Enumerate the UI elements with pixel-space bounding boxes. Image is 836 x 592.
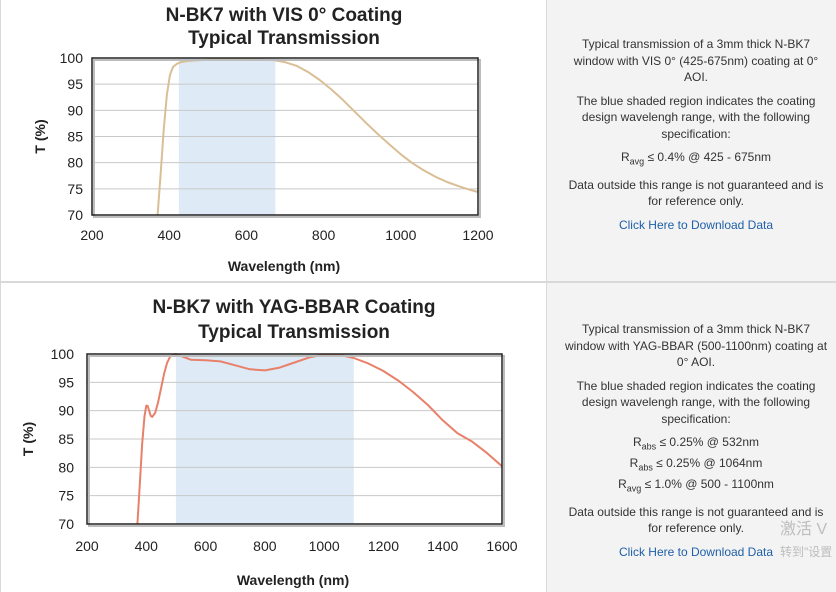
y-tick-label: 80 xyxy=(58,459,74,475)
x-tick-label: 400 xyxy=(158,227,182,243)
x-tick-label: 800 xyxy=(253,538,277,554)
chart-subtitle: Typical Transmission xyxy=(188,28,380,49)
x-tick-label: 400 xyxy=(135,538,159,554)
info-description: Typical transmission of a 3mm thick N-BK… xyxy=(573,37,819,84)
plot-frame xyxy=(86,353,503,525)
x-axis-label: Wavelength (nm) xyxy=(237,572,349,588)
chart-cell-yag: N-BK7 with YAG-BBAR Coating Typical Trans… xyxy=(1,283,546,592)
info-disclaimer: Data outside this range is not guarantee… xyxy=(568,504,824,536)
spec-item: Ravg ≤ 0.4% @ 425 - 675nm xyxy=(620,150,772,167)
x-tick-label: 1400 xyxy=(427,538,458,554)
spec-list: Rabs ≤ 0.25% @ 532nm Rabs ≤ 0.25% @ 1064… xyxy=(561,434,831,497)
info-disclaimer: Data outside this range is not guarantee… xyxy=(568,177,824,209)
watermark-text: 激活 V xyxy=(780,521,828,538)
download-data-link[interactable]: Click Here to Download Data xyxy=(618,544,774,559)
y-tick-label: 100 xyxy=(60,50,84,66)
transmission-series-line xyxy=(136,353,503,525)
transmission-series-line xyxy=(156,58,479,216)
x-tick-label: 1600 xyxy=(486,538,517,554)
chart-yag-bbar-coating: N-BK7 with YAG-BBAR Coating Typical Trans… xyxy=(20,297,518,588)
y-tick-label: 90 xyxy=(67,102,83,118)
y-tick-label: 70 xyxy=(58,516,74,532)
download-data-link[interactable]: Click Here to Download Data xyxy=(618,217,774,232)
info-shaded-note: The blue shaded region indicates the coa… xyxy=(576,378,816,426)
y-tick-label: 75 xyxy=(67,181,83,197)
y-tick-label: 90 xyxy=(58,403,74,419)
chart-subtitle: Typical Transmission xyxy=(198,322,390,343)
x-tick-label: 800 xyxy=(312,227,336,243)
chart-row-yag: N-BK7 with YAG-BBAR Coating Typical Trans… xyxy=(0,282,836,592)
spec-item: Ravg ≤ 1.0% @ 500 - 1100nm xyxy=(618,476,774,494)
y-tick-label: 75 xyxy=(58,488,74,504)
spec-item: Rabs ≤ 0.25% @ 532nm xyxy=(632,435,760,452)
info-panel-vis: Typical transmission of a 3mm thick N-BK… xyxy=(561,36,831,240)
info-shaded-note: The blue shaded region indicates the coa… xyxy=(576,93,816,141)
chart-row-vis: N-BK7 with VIS 0° Coating Typical Transmi… xyxy=(0,0,836,282)
watermark-subtext: 转到"设置 xyxy=(780,545,833,559)
info-panel-yag: Typical transmission of a 3mm thick N-BK… xyxy=(561,321,831,567)
x-tick-label: 600 xyxy=(235,227,259,243)
y-tick-label: 100 xyxy=(51,346,75,362)
y-tick-label: 95 xyxy=(58,374,74,390)
x-tick-label: 600 xyxy=(194,538,218,554)
plot-frame xyxy=(91,57,479,216)
x-tick-label: 1200 xyxy=(462,227,493,243)
x-tick-label: 200 xyxy=(75,538,99,554)
info-cell-vis: Typical transmission of a 3mm thick N-BK… xyxy=(546,0,836,281)
x-tick-label: 1000 xyxy=(385,227,416,243)
plot-frame-shadow xyxy=(93,59,481,218)
x-axis-label: Wavelength (nm) xyxy=(228,258,340,274)
y-tick-label: 80 xyxy=(67,155,83,171)
chart-title: N-BK7 with VIS 0° Coating xyxy=(166,5,403,26)
spec-list: Ravg ≤ 0.4% @ 425 - 675nm xyxy=(561,149,831,170)
chart-title: N-BK7 with YAG-BBAR Coating xyxy=(153,297,436,318)
y-tick-label: 85 xyxy=(58,431,74,447)
info-description: Typical transmission of a 3mm thick N-BK… xyxy=(564,322,828,369)
chart-cell-vis: N-BK7 with VIS 0° Coating Typical Transmi… xyxy=(1,0,546,281)
y-tick-label: 85 xyxy=(67,129,83,145)
y-axis-label: T (%) xyxy=(32,119,48,153)
y-axis-label: T (%) xyxy=(20,422,36,456)
x-tick-label: 1000 xyxy=(309,538,340,554)
y-tick-label: 70 xyxy=(67,207,83,223)
info-cell-yag: Typical transmission of a 3mm thick N-BK… xyxy=(546,283,836,592)
x-tick-label: 1200 xyxy=(368,538,399,554)
spec-item: Rabs ≤ 0.25% @ 1064nm xyxy=(629,455,763,473)
plot-frame-shadow xyxy=(88,355,505,527)
y-tick-label: 95 xyxy=(67,76,83,92)
x-tick-label: 200 xyxy=(80,227,104,243)
